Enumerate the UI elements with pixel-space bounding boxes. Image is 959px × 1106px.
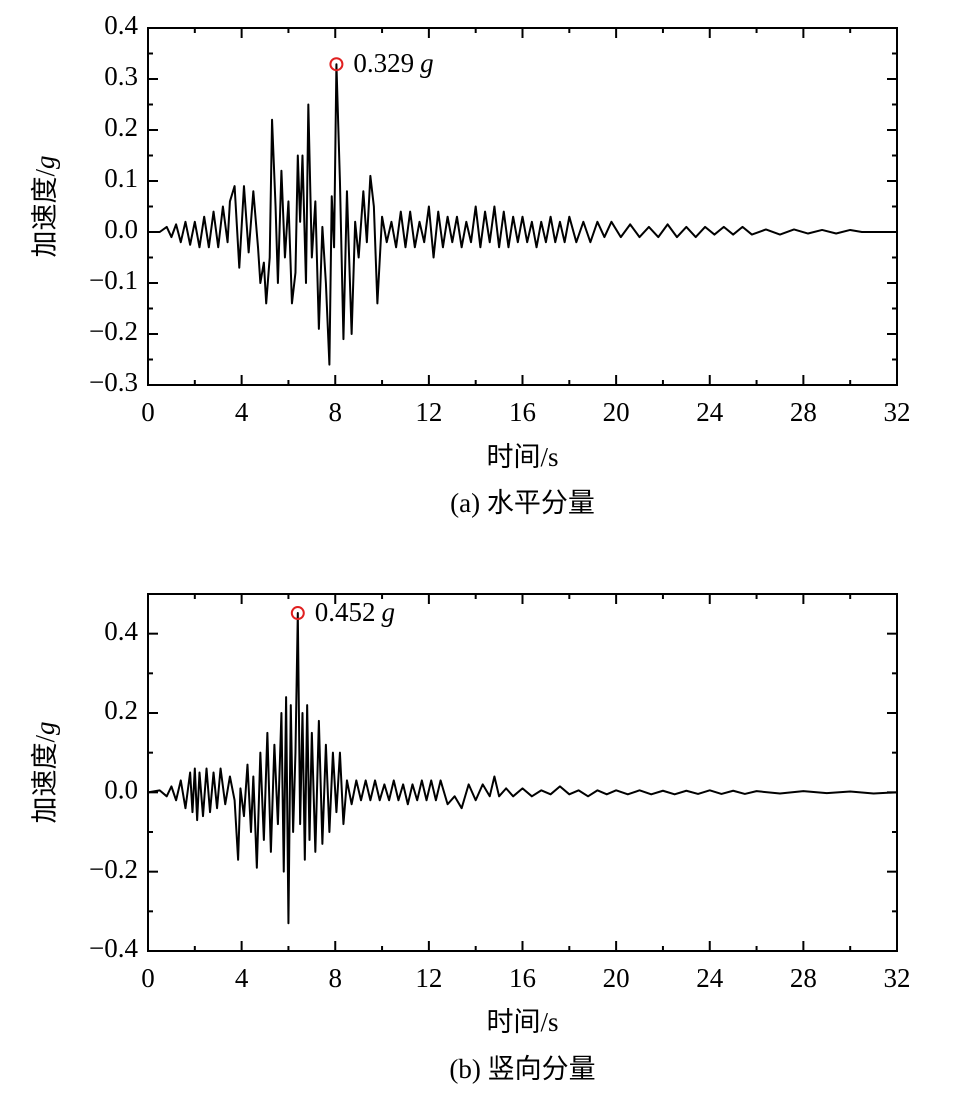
caption: (a) 水平分量 [450, 488, 595, 518]
peak-marker [290, 606, 305, 621]
x-tick-label: 16 [509, 963, 536, 993]
y-tick-label: −0.2 [89, 854, 138, 884]
y-tick-label: 0.3 [104, 61, 138, 91]
y-tick-label: 0.1 [104, 163, 138, 193]
plot-frame [147, 27, 898, 386]
y-tick-label: 0.0 [104, 775, 138, 805]
x-tick-label: 20 [603, 397, 630, 427]
x-tick-label: 8 [329, 963, 343, 993]
y-axis-label-text: 加速度/ [30, 735, 60, 824]
peak-label: 0.452 g [315, 597, 395, 627]
x-tick-label: 0 [141, 397, 155, 427]
y-axis-label-unit: g [30, 721, 60, 735]
x-tick-label: 4 [235, 397, 249, 427]
x-tick-label: 24 [696, 963, 724, 993]
peak-label: 0.329 g [353, 48, 433, 78]
x-tick-label: 0 [141, 963, 155, 993]
y-axis-label: 加速度/g [30, 155, 60, 257]
peak-marker [329, 57, 344, 72]
x-tick-label: 32 [884, 963, 911, 993]
x-tick-label: 12 [415, 397, 442, 427]
series-line [147, 612, 898, 925]
peak-unit: g [420, 48, 434, 78]
y-tick-label: −0.2 [89, 316, 138, 346]
y-tick-label: −0.3 [89, 367, 138, 397]
y-tick-label: 0.4 [104, 10, 138, 40]
caption: (b) 竖向分量 [449, 1054, 595, 1084]
peak-value: 0.329 [353, 48, 414, 78]
series-line [148, 63, 897, 366]
y-tick-label: 0.4 [104, 616, 138, 646]
y-tick-label: 0.0 [104, 214, 138, 244]
x-tick-label: 4 [235, 963, 249, 993]
peak-unit: g [382, 597, 396, 627]
y-tick-label: −0.1 [89, 265, 138, 295]
y-axis-label: 加速度/g [30, 721, 60, 823]
y-tick-label: −0.4 [89, 933, 138, 963]
y-axis-label-unit: g [30, 155, 60, 169]
x-axis-label: 时间/s [486, 442, 558, 472]
y-tick-label: 0.2 [104, 112, 138, 142]
y-tick-label: 0.2 [104, 695, 138, 725]
x-tick-label: 28 [790, 963, 817, 993]
y-axis-label-text: 加速度/ [30, 169, 60, 258]
x-tick-label: 12 [415, 963, 442, 993]
x-axis-label: 时间/s [486, 1007, 558, 1037]
x-tick-label: 16 [509, 397, 536, 427]
x-tick-label: 8 [329, 397, 343, 427]
x-tick-label: 32 [884, 397, 911, 427]
peak-value: 0.452 [315, 597, 376, 627]
x-tick-label: 20 [603, 963, 630, 993]
x-tick-label: 28 [790, 397, 817, 427]
x-tick-label: 24 [696, 397, 724, 427]
